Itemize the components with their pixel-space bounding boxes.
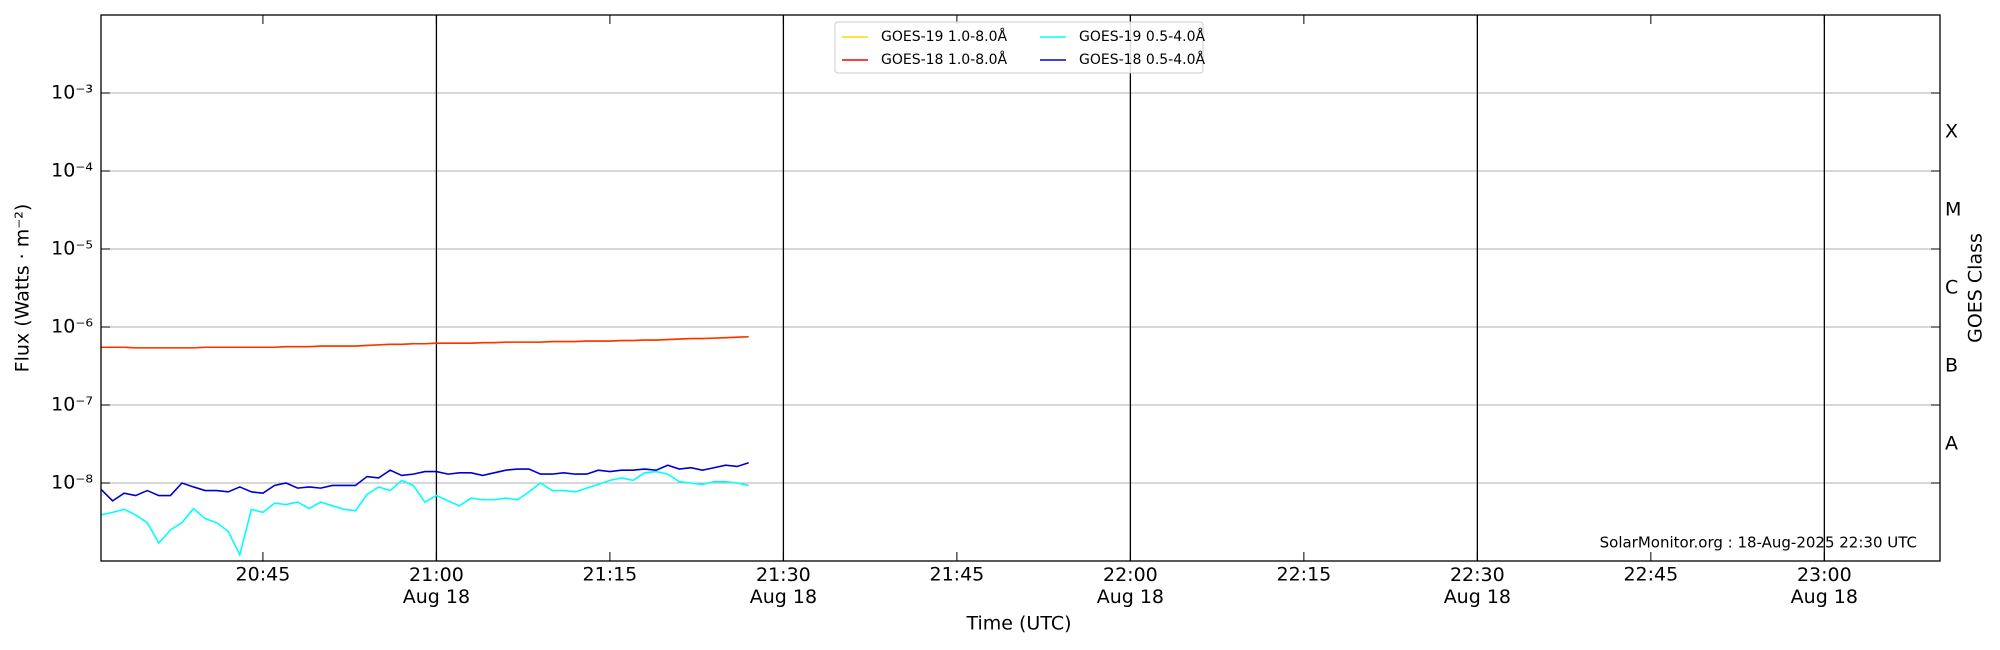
x-tick-label: 23:00 Aug 18: [1791, 564, 1858, 608]
x-tick-label: 21:45: [930, 564, 985, 586]
y-tick-label: 10⁻⁸: [51, 472, 93, 494]
x-tick-label: 22:00 Aug 18: [1097, 564, 1164, 608]
series-line: [100, 470, 749, 558]
x-axis-label: Time (UTC): [965, 613, 1071, 635]
legend-label: GOES-18 0.5-4.0Å: [1079, 51, 1205, 68]
y2-axis-label: GOES Class: [1965, 233, 1987, 343]
x-tick-label: 22:30 Aug 18: [1444, 564, 1511, 608]
series-line: [100, 461, 749, 502]
class-label: A: [1945, 433, 1958, 455]
plot-frame: [100, 14, 1941, 562]
x-tick-label: 21:30 Aug 18: [750, 564, 817, 608]
legend-label: GOES-19 1.0-8.0Å: [881, 28, 1007, 45]
series-line: [101, 335, 749, 349]
y-tick-label: 10⁻⁵: [51, 238, 93, 260]
y-tick-label: 10⁻⁷: [51, 394, 93, 416]
legend: GOES-19 1.0-8.0Å GOES-18 1.0-8.0Å GOES-19 …: [834, 21, 1205, 74]
x-tick-label: 21:00 Aug 18: [403, 564, 470, 608]
class-label: X: [1945, 121, 1958, 143]
class-label: C: [1945, 277, 1958, 299]
x-tick-label: 22:45: [1623, 564, 1678, 586]
annotation: SolarMonitor.org : 18-Aug-2025 22:30 UTC: [1600, 534, 1917, 552]
x-tick-label: 21:15: [583, 564, 638, 586]
y-axis-label: Flux (Watts · m⁻²): [12, 204, 34, 373]
y-tick-label: 10⁻³: [51, 82, 93, 104]
class-label: B: [1945, 355, 1958, 377]
y-tick-label: 10⁻⁴: [51, 160, 93, 182]
x-tick-label: 20:45: [236, 564, 291, 586]
x-tick-label: 22:15: [1276, 564, 1331, 586]
class-label: M: [1945, 199, 1961, 221]
legend-box: [834, 21, 1204, 74]
y-tick-label: 10⁻⁶: [51, 316, 93, 338]
series-line: [101, 335, 749, 349]
legend-label: GOES-18 1.0-8.0Å: [881, 51, 1007, 68]
legend-label: GOES-19 0.5-4.0Å: [1079, 28, 1205, 45]
